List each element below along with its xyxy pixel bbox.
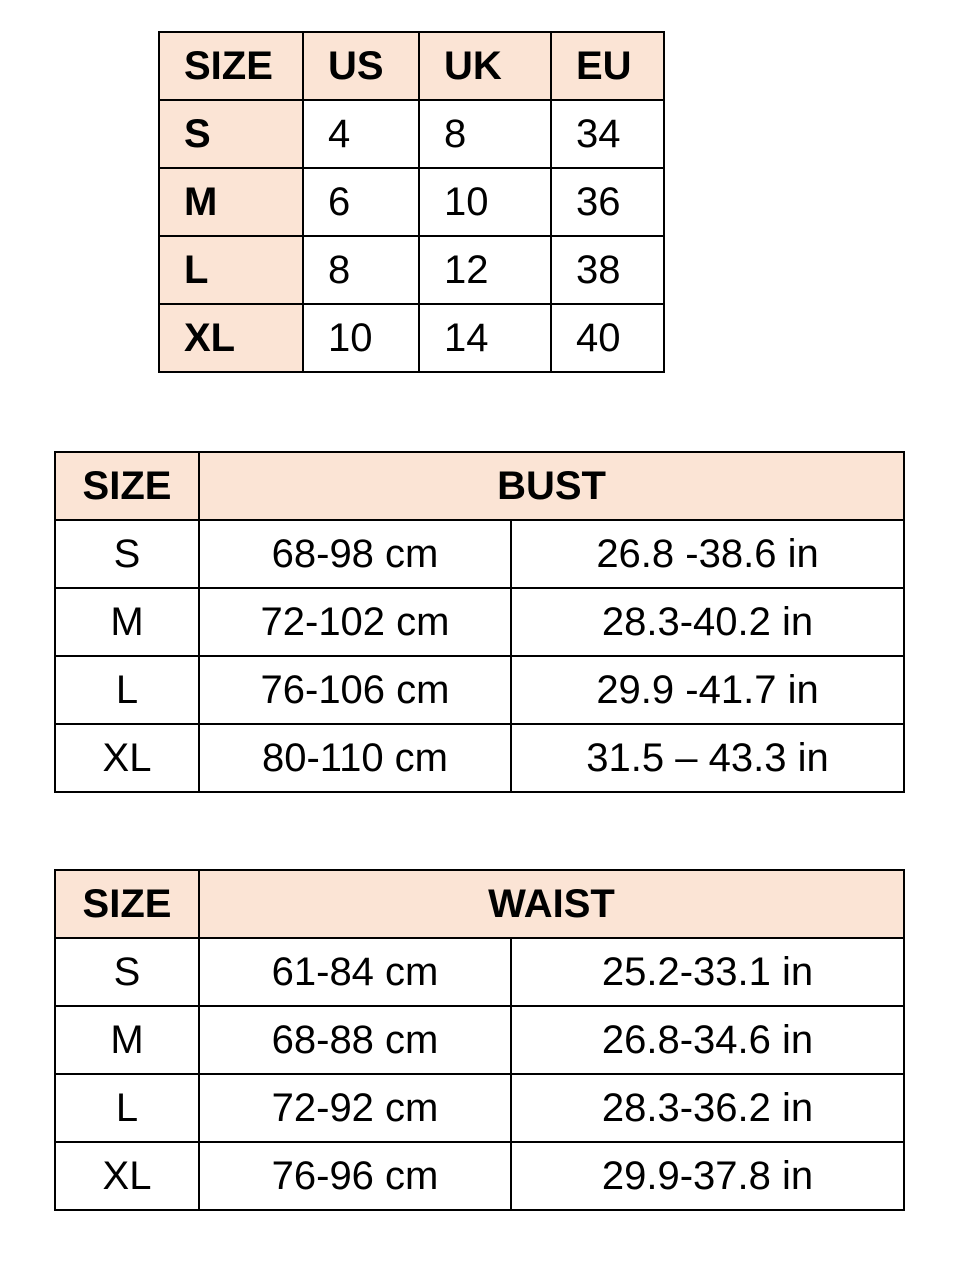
size-value: 10 [302,303,420,373]
column-header: UK [418,31,552,101]
header-row: SIZE WAIST [54,869,906,939]
table-row: L 72-92 cm 28.3-36.2 in [54,1073,906,1143]
measurement-cm: 68-98 cm [198,519,512,589]
measurement-in: 28.3-40.2 in [509,587,906,657]
size-label: S [54,519,200,589]
size-label: L [158,235,304,305]
measurement-in: 31.5 – 43.3 in [509,723,906,793]
size-conversion-table: SIZE US UK EU S 4 8 34 M 6 10 36 L 8 12 38 XL 10 14 40 [158,31,665,373]
size-value: 12 [418,235,552,305]
column-header: WAIST [197,869,906,939]
measurement-cm: 80-110 cm [198,723,512,793]
column-header: SIZE [158,31,304,101]
size-value: 8 [302,235,420,305]
measurement-cm: 68-88 cm [198,1005,512,1075]
size-label: XL [54,723,200,793]
measurement-cm: 76-96 cm [198,1141,512,1211]
table-row: XL 80-110 cm 31.5 – 43.3 in [54,723,906,793]
size-label: XL [158,303,304,373]
size-value: 34 [550,99,665,169]
table-row: XL 10 14 40 [158,303,665,373]
size-value: 36 [550,167,665,237]
table-row: S 61-84 cm 25.2-33.1 in [54,937,906,1007]
table-row: XL 76-96 cm 29.9-37.8 in [54,1141,906,1211]
measurement-in: 26.8-34.6 in [509,1005,906,1075]
measurement-cm: 76-106 cm [198,655,512,725]
column-header: BUST [197,451,906,521]
measurement-cm: 72-92 cm [198,1073,512,1143]
column-header: US [302,31,420,101]
size-value: 38 [550,235,665,305]
size-label: S [54,937,200,1007]
header-row: SIZE BUST [54,451,906,521]
measurement-in: 26.8 -38.6 in [509,519,906,589]
bust-size-table: SIZE BUST S 68-98 cm 26.8 -38.6 in M 72-102 cm… [54,451,906,793]
size-label: M [54,1005,200,1075]
table-row: M 72-102 cm 28.3-40.2 in [54,587,906,657]
header-row: SIZE US UK EU [158,31,665,101]
size-value: 8 [418,99,552,169]
measurement-cm: 61-84 cm [198,937,512,1007]
table-row: M 68-88 cm 26.8-34.6 in [54,1005,906,1075]
column-header: SIZE [54,451,200,521]
column-header: SIZE [54,869,200,939]
waist-size-table: SIZE WAIST S 61-84 cm 25.2-33.1 in M 68-88 cm 2… [54,869,906,1211]
size-value: 6 [302,167,420,237]
size-label: S [158,99,304,169]
table-row: M 6 10 36 [158,167,665,237]
table-row: S 68-98 cm 26.8 -38.6 in [54,519,906,589]
size-label: M [158,167,304,237]
size-value: 10 [418,167,552,237]
measurement-in: 29.9-37.8 in [509,1141,906,1211]
size-value: 14 [418,303,552,373]
size-label: L [54,1073,200,1143]
size-label: M [54,587,200,657]
measurement-cm: 72-102 cm [198,587,512,657]
size-label: XL [54,1141,200,1211]
table-row: L 8 12 38 [158,235,665,305]
table-row: S 4 8 34 [158,99,665,169]
measurement-in: 25.2-33.1 in [509,937,906,1007]
size-value: 4 [302,99,420,169]
table-row: L 76-106 cm 29.9 -41.7 in [54,655,906,725]
measurement-in: 29.9 -41.7 in [509,655,906,725]
measurement-in: 28.3-36.2 in [509,1073,906,1143]
size-label: L [54,655,200,725]
size-value: 40 [550,303,665,373]
column-header: EU [550,31,665,101]
